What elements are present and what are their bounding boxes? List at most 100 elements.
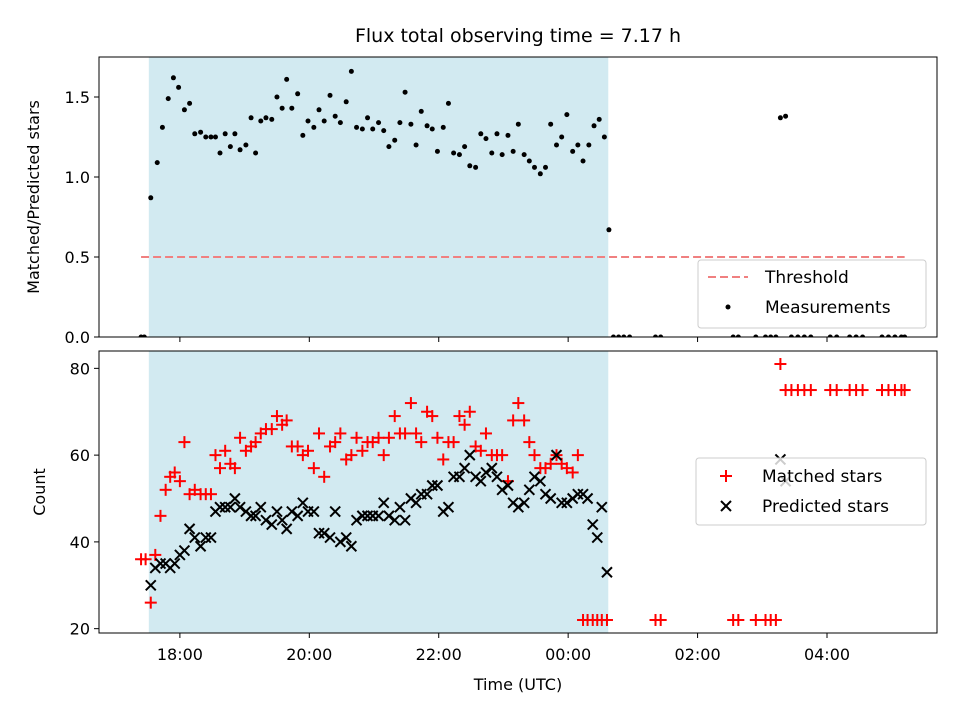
measurement-point <box>763 334 769 337</box>
predicted-star-point <box>496 484 508 496</box>
measurement-point <box>274 94 280 100</box>
top-y-tick-label: 1.0 <box>65 168 90 187</box>
measurement-point <box>892 334 898 337</box>
predicted-star-point <box>350 514 363 526</box>
predicted-star-point <box>550 449 563 461</box>
predicted-star-point <box>596 501 608 513</box>
matched-star-point <box>600 613 613 626</box>
matched-star-point <box>507 414 520 427</box>
matched-star-point <box>154 509 167 522</box>
measurement-point <box>424 123 430 129</box>
measurement-point <box>730 334 736 337</box>
predicted-star-point <box>255 501 267 513</box>
predicted-star-point <box>464 449 476 461</box>
measurement-point <box>295 91 301 97</box>
predicted-star-point <box>356 510 369 522</box>
predicted-star-point <box>318 527 330 539</box>
measurement-point <box>783 113 789 119</box>
measurement-point <box>483 136 489 142</box>
matched-star-point <box>571 449 584 462</box>
predicted-star-point <box>276 514 288 526</box>
matched-star-point <box>265 423 278 436</box>
predicted-star-point <box>219 501 231 513</box>
matched-star-point <box>410 427 423 440</box>
predicted-star-point <box>286 505 298 518</box>
matched-star-point <box>496 449 509 462</box>
measurement-point <box>327 92 333 98</box>
measurement-point <box>402 89 408 95</box>
bottom-y-axis: 20 40 60 80 <box>70 359 99 639</box>
matched-star-point <box>209 449 222 462</box>
measurement-point <box>208 134 214 140</box>
predicted-star-point <box>544 492 557 505</box>
matched-star-point <box>654 613 667 626</box>
predicted-star-point <box>523 484 536 496</box>
measurement-point <box>658 334 664 337</box>
measurement-point <box>834 334 840 337</box>
matched-star-point <box>377 449 390 462</box>
predicted-star-point <box>324 531 336 544</box>
legend-measurements-label: Measurements <box>765 298 891 318</box>
measurement-point <box>217 150 223 156</box>
measurement-point <box>148 195 154 201</box>
predicted-star-point <box>475 475 487 487</box>
matched-star-point <box>329 436 342 449</box>
matched-star-point <box>159 483 172 496</box>
measurement-point <box>198 129 204 135</box>
matched-star-point <box>732 613 745 626</box>
matched-star-point <box>219 444 232 457</box>
measurement-point <box>434 148 440 154</box>
measurement-point <box>408 121 414 127</box>
measurement-point <box>456 152 462 158</box>
x-axis-label: Time (UTC) <box>473 675 562 694</box>
matched-star-point <box>234 431 247 444</box>
measurement-point <box>554 142 560 148</box>
measurement-point <box>860 334 866 337</box>
matched-star-point <box>518 414 531 427</box>
predicted-star-point <box>601 566 613 578</box>
predicted-star-point <box>383 510 395 522</box>
bottom-y-tick-label: 80 <box>70 359 90 378</box>
measurement-point <box>548 121 554 127</box>
measurement-point <box>440 124 446 130</box>
measurement-point <box>735 334 741 337</box>
bottom-legend: Matched stars Predicted stars <box>695 457 927 526</box>
measurement-point <box>606 227 612 233</box>
predicted-star-point <box>491 471 503 483</box>
predicted-star-point <box>189 531 201 544</box>
matched-star-point <box>372 431 385 444</box>
measurement-point <box>601 134 607 140</box>
measurement-point <box>489 150 495 156</box>
measurement-point <box>462 144 468 150</box>
predicted-star-point <box>249 510 262 522</box>
matched-star-point <box>228 462 241 475</box>
matched-star-point <box>479 427 492 440</box>
measurement-point <box>777 115 783 121</box>
measurement-point <box>332 113 338 119</box>
x-tick-label: 00:00 <box>545 645 591 664</box>
measurement-point <box>154 160 160 166</box>
matched-star-point <box>204 488 217 501</box>
measurement-point <box>788 334 794 337</box>
measurement-point <box>289 105 295 111</box>
matched-star-point <box>249 436 262 449</box>
matched-star-point <box>214 462 227 475</box>
predicted-star-point <box>194 540 207 552</box>
predicted-star-point <box>145 579 157 591</box>
measurement-point <box>591 123 597 129</box>
matched-star-point <box>415 436 428 449</box>
predicted-star-point <box>345 540 358 552</box>
top-shaded-region <box>148 57 609 337</box>
matched-star-point <box>566 466 579 479</box>
measurement-point <box>473 164 479 170</box>
measurement-point <box>181 107 187 113</box>
measurement-point <box>212 134 218 140</box>
predicted-star-point <box>572 488 584 500</box>
predicted-star-point <box>291 510 304 522</box>
matched-star-point <box>447 436 460 449</box>
measurement-point <box>753 334 759 337</box>
bottom-legend-box <box>695 457 927 526</box>
measurement-point <box>279 105 285 111</box>
predicted-star-point <box>528 471 541 483</box>
measurement-point <box>418 108 424 114</box>
